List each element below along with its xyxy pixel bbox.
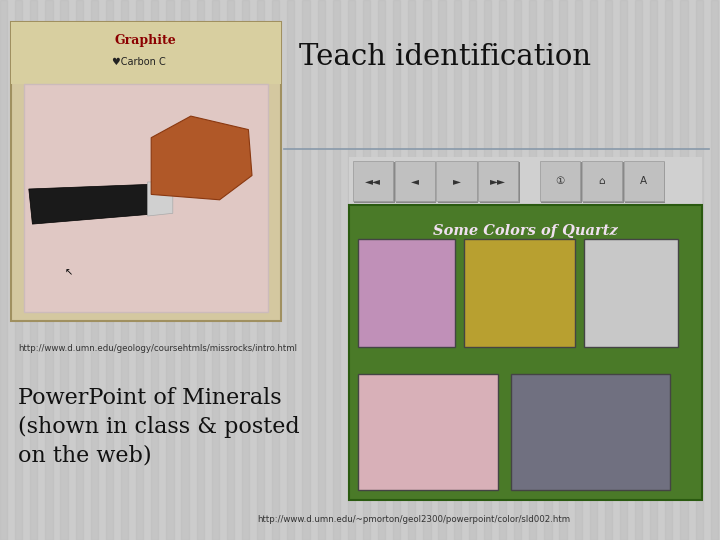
Bar (680, 0, 688, 540)
Text: ↖: ↖ (65, 267, 73, 278)
Text: PowerPoint of Minerals
(shown in class & posted
on the web): PowerPoint of Minerals (shown in class &… (18, 387, 300, 467)
Bar (358, 239, 455, 347)
Bar (469, 0, 476, 540)
Bar (227, 0, 234, 540)
Bar (436, 161, 477, 201)
Bar (540, 161, 580, 201)
Bar (15, 0, 22, 540)
Text: http://www.d.umn.edu/~pmorton/geol2300/powerpoint/color/sld002.htm: http://www.d.umn.edu/~pmorton/geol2300/p… (258, 515, 570, 524)
Bar (353, 161, 393, 201)
Bar (212, 0, 219, 540)
Bar (363, 0, 370, 540)
Bar (559, 0, 567, 540)
Bar (121, 0, 128, 540)
Bar (423, 0, 431, 540)
Bar (484, 0, 491, 540)
Bar (583, 162, 624, 202)
Bar (106, 0, 113, 540)
Bar (582, 161, 622, 201)
Bar (499, 0, 506, 540)
Bar (544, 0, 552, 540)
Bar (349, 157, 702, 205)
Bar (514, 0, 521, 540)
Polygon shape (29, 184, 169, 224)
Text: Teach identification: Teach identification (299, 43, 591, 71)
Bar (197, 0, 204, 540)
Bar (151, 0, 158, 540)
Text: ◄◄: ◄◄ (365, 176, 381, 186)
Text: ►►: ►► (490, 176, 506, 186)
Bar (24, 84, 268, 312)
Bar (302, 0, 310, 540)
Bar (91, 0, 98, 540)
Bar (480, 162, 520, 202)
Bar (11, 22, 281, 84)
Bar (438, 162, 478, 202)
Bar (665, 0, 672, 540)
Bar (76, 0, 83, 540)
Bar (478, 161, 518, 201)
Bar (349, 205, 702, 500)
Bar (625, 162, 665, 202)
Text: ►: ► (452, 176, 461, 186)
Bar (393, 0, 400, 540)
Bar (242, 0, 249, 540)
Bar (287, 0, 294, 540)
Bar (696, 0, 703, 540)
Text: ⌂: ⌂ (598, 176, 606, 186)
Bar (0, 0, 7, 540)
Bar (650, 0, 657, 540)
Bar (464, 239, 575, 347)
Bar (11, 22, 281, 321)
Bar (395, 161, 435, 201)
Text: ◄: ◄ (410, 176, 419, 186)
Bar (635, 0, 642, 540)
Bar (511, 374, 670, 490)
Bar (711, 0, 718, 540)
Text: http://www.d.umn.edu/geology/coursehtmls/missrocks/intro.html: http://www.d.umn.edu/geology/coursehtmls… (18, 344, 297, 353)
Polygon shape (148, 182, 173, 216)
Text: A: A (640, 176, 647, 186)
Bar (333, 0, 340, 540)
Bar (541, 162, 582, 202)
Bar (408, 0, 415, 540)
Bar (605, 0, 612, 540)
Polygon shape (151, 116, 252, 200)
Bar (358, 374, 498, 490)
Bar (348, 0, 355, 540)
Bar (624, 161, 664, 201)
Bar (396, 162, 436, 202)
Bar (136, 0, 143, 540)
Bar (30, 0, 37, 540)
Bar (584, 239, 678, 347)
Bar (590, 0, 597, 540)
Bar (272, 0, 279, 540)
Bar (45, 0, 53, 540)
Bar (257, 0, 264, 540)
Bar (181, 0, 189, 540)
Bar (354, 162, 395, 202)
Bar (529, 0, 536, 540)
Text: Some Colors of Quartz: Some Colors of Quartz (433, 224, 618, 238)
Bar (166, 0, 174, 540)
Bar (60, 0, 68, 540)
Text: ♥Carbon C: ♥Carbon C (112, 57, 166, 67)
Text: Graphite: Graphite (115, 34, 176, 47)
Text: ①: ① (556, 176, 564, 186)
Bar (620, 0, 627, 540)
Bar (438, 0, 446, 540)
Bar (454, 0, 461, 540)
Bar (575, 0, 582, 540)
Bar (318, 0, 325, 540)
Bar (378, 0, 385, 540)
